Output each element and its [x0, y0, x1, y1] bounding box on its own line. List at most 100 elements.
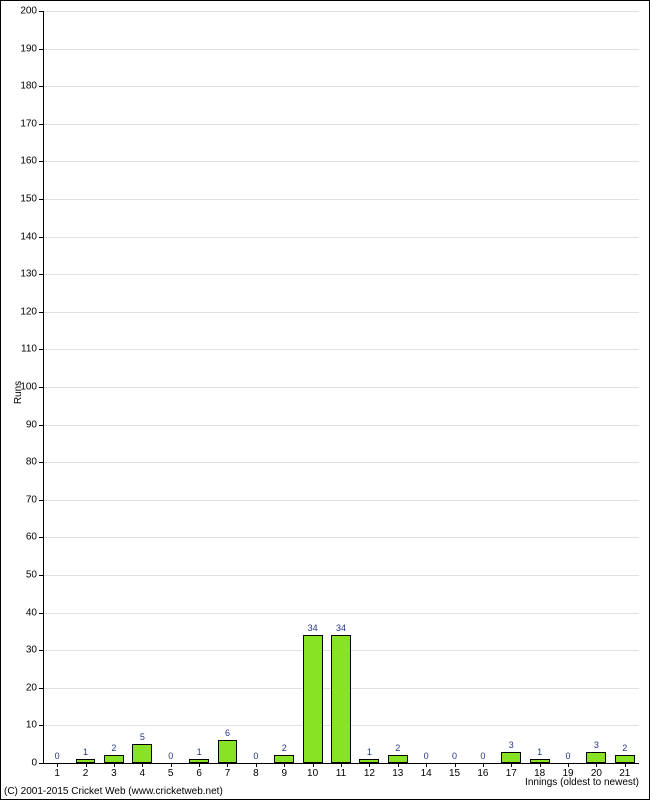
bar — [218, 740, 238, 763]
y-tick-label: 170 — [1, 118, 37, 129]
x-tick-label: 4 — [140, 768, 146, 779]
x-tick — [483, 763, 484, 767]
value-label: 3 — [594, 740, 599, 750]
x-tick — [398, 763, 399, 767]
value-label: 1 — [367, 747, 372, 757]
y-axis — [43, 11, 44, 763]
y-tick-label: 80 — [1, 457, 37, 468]
grid-line — [43, 11, 639, 12]
value-label: 5 — [140, 732, 145, 742]
x-tick-label: 17 — [506, 768, 517, 779]
x-tick-label: 8 — [253, 768, 259, 779]
x-tick — [227, 763, 228, 767]
bar — [615, 755, 635, 763]
grid-line — [43, 500, 639, 501]
y-tick-label: 40 — [1, 607, 37, 618]
x-tick — [369, 763, 370, 767]
x-tick-label: 5 — [168, 768, 174, 779]
value-label: 0 — [55, 751, 60, 761]
value-label: 0 — [253, 751, 258, 761]
grid-line — [43, 124, 639, 125]
x-tick — [86, 763, 87, 767]
grid-line — [43, 86, 639, 87]
x-tick — [426, 763, 427, 767]
x-tick-label: 9 — [281, 768, 287, 779]
grid-line — [43, 462, 639, 463]
x-tick — [568, 763, 569, 767]
y-tick-label: 90 — [1, 419, 37, 430]
grid-line — [43, 274, 639, 275]
x-tick-label: 18 — [534, 768, 545, 779]
bar — [331, 635, 351, 763]
x-tick — [256, 763, 257, 767]
y-tick-label: 160 — [1, 156, 37, 167]
value-label: 2 — [395, 743, 400, 753]
x-tick — [511, 763, 512, 767]
grid-line — [43, 425, 639, 426]
y-tick-label: 180 — [1, 81, 37, 92]
value-label: 2 — [282, 743, 287, 753]
y-tick-label: 110 — [1, 344, 37, 355]
x-tick-label: 1 — [54, 768, 60, 779]
y-tick-label: 190 — [1, 43, 37, 54]
x-tick-label: 20 — [591, 768, 602, 779]
y-tick-label: 20 — [1, 682, 37, 693]
grid-line — [43, 349, 639, 350]
bar — [303, 635, 323, 763]
x-tick — [455, 763, 456, 767]
grid-line — [43, 575, 639, 576]
x-tick — [171, 763, 172, 767]
y-tick-label: 100 — [1, 382, 37, 393]
x-tick — [142, 763, 143, 767]
y-tick-label: 10 — [1, 720, 37, 731]
x-tick — [540, 763, 541, 767]
chart-container: Runs Innings (oldest to newest) (C) 2001… — [0, 0, 650, 800]
x-tick-label: 3 — [111, 768, 117, 779]
x-tick — [284, 763, 285, 767]
value-label: 1 — [197, 747, 202, 757]
y-tick-label: 60 — [1, 532, 37, 543]
y-tick-label: 30 — [1, 645, 37, 656]
x-tick — [625, 763, 626, 767]
x-tick — [57, 763, 58, 767]
value-label: 0 — [168, 751, 173, 761]
x-tick-label: 2 — [83, 768, 89, 779]
value-label: 0 — [424, 751, 429, 761]
y-tick-label: 200 — [1, 6, 37, 17]
copyright-text: (C) 2001-2015 Cricket Web (www.cricketwe… — [4, 786, 223, 797]
y-tick-label: 140 — [1, 231, 37, 242]
x-tick — [313, 763, 314, 767]
x-tick — [199, 763, 200, 767]
y-tick-label: 50 — [1, 570, 37, 581]
x-tick-label: 7 — [225, 768, 231, 779]
value-label: 2 — [111, 743, 116, 753]
y-tick-label: 130 — [1, 269, 37, 280]
value-label: 1 — [537, 747, 542, 757]
x-tick-label: 6 — [196, 768, 202, 779]
value-label: 3 — [509, 740, 514, 750]
x-tick-label: 14 — [421, 768, 432, 779]
value-label: 0 — [480, 751, 485, 761]
value-label: 34 — [336, 623, 346, 633]
bar — [132, 744, 152, 763]
x-tick-label: 12 — [364, 768, 375, 779]
value-label: 2 — [622, 743, 627, 753]
bar — [501, 752, 521, 763]
value-label: 6 — [225, 728, 230, 738]
y-tick-label: 70 — [1, 494, 37, 505]
y-tick-label: 120 — [1, 306, 37, 317]
value-label: 0 — [452, 751, 457, 761]
value-label: 0 — [566, 751, 571, 761]
x-tick-label: 10 — [307, 768, 318, 779]
bar — [104, 755, 124, 763]
value-label: 34 — [308, 623, 318, 633]
grid-line — [43, 387, 639, 388]
bar — [388, 755, 408, 763]
x-tick-label: 19 — [562, 768, 573, 779]
y-tick-label: 0 — [1, 758, 37, 769]
x-tick — [341, 763, 342, 767]
x-tick-label: 21 — [619, 768, 630, 779]
grid-line — [43, 537, 639, 538]
x-tick-label: 13 — [392, 768, 403, 779]
x-tick — [114, 763, 115, 767]
